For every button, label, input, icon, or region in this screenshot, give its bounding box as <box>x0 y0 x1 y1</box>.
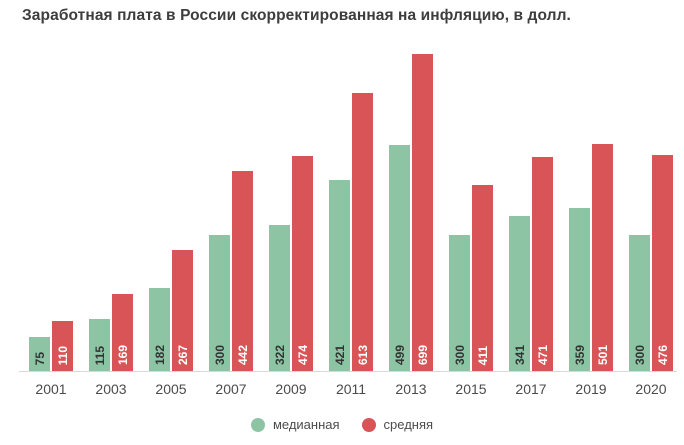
bar-group-2015: 300 411 2015 <box>449 185 493 397</box>
bar-value-label-median-2005: 182 <box>152 344 167 365</box>
bar-mean-2019[interactable]: 501 <box>592 144 613 371</box>
x-axis-label-2009: 2009 <box>275 381 307 397</box>
bar-value-label-median-2003: 115 <box>92 345 107 365</box>
x-axis-label-2017: 2017 <box>515 381 547 397</box>
bar-median-2020[interactable]: 300 <box>629 235 650 371</box>
bar-value-label-median-2019: 359 <box>572 344 587 365</box>
bar-median-2011[interactable]: 421 <box>329 180 350 371</box>
bar-value-label-median-2011: 421 <box>332 344 347 365</box>
bar-value-label-median-2009: 322 <box>272 344 287 365</box>
bar-mean-2011[interactable]: 613 <box>352 93 373 371</box>
bar-median-2017[interactable]: 341 <box>509 216 530 371</box>
bar-mean-2013[interactable]: 699 <box>412 54 433 371</box>
x-axis-label-2015: 2015 <box>455 381 487 397</box>
x-axis-baseline <box>19 371 677 372</box>
bar-group-2005: 182 267 2005 <box>149 250 193 397</box>
bar-median-2015[interactable]: 300 <box>449 235 470 371</box>
bar-value-label-median-2007: 300 <box>212 344 227 365</box>
x-axis-label-2013: 2013 <box>395 381 427 397</box>
plot-area: 75 110 2001 115 169 2003 182 267 2005 300 442 2007 3… <box>19 54 677 397</box>
bar-value-label-mean-2013: 699 <box>415 344 430 365</box>
bar-group-2009: 322 474 2009 <box>269 156 313 397</box>
bar-value-label-mean-2003: 169 <box>115 344 130 365</box>
bar-group-2020: 300 476 2020 <box>629 155 673 397</box>
bar-value-label-mean-2011: 613 <box>355 344 370 365</box>
x-axis-label-2001: 2001 <box>35 381 67 397</box>
bar-mean-2007[interactable]: 442 <box>232 171 253 371</box>
bar-median-2009[interactable]: 322 <box>269 225 290 371</box>
legend-label-mean: средняя <box>383 417 434 432</box>
x-axis-label-2011: 2011 <box>335 381 367 397</box>
legend-dot-median <box>250 417 265 432</box>
bar-value-label-mean-2009: 474 <box>295 344 310 365</box>
bar-group-2003: 115 169 2003 <box>89 294 133 397</box>
legend-item-median[interactable]: медианная <box>250 417 340 432</box>
bar-mean-2017[interactable]: 471 <box>532 157 553 371</box>
bar-value-label-median-2017: 341 <box>512 344 527 365</box>
x-axis-label-2005: 2005 <box>155 381 187 397</box>
bar-value-label-mean-2001: 110 <box>55 345 70 365</box>
chart-title: Заработная плата в России скорректирован… <box>22 7 571 24</box>
bar-mean-2020[interactable]: 476 <box>652 155 673 371</box>
bar-median-2005[interactable]: 182 <box>149 288 170 371</box>
bar-mean-2005[interactable]: 267 <box>172 250 193 371</box>
bar-group-2001: 75 110 2001 <box>29 321 73 397</box>
bar-group-2013: 499 699 2013 <box>389 54 433 397</box>
bar-mean-2001[interactable]: 110 <box>52 321 73 371</box>
bar-group-2007: 300 442 2007 <box>209 171 253 397</box>
bar-group-2019: 359 501 2019 <box>569 144 613 397</box>
legend-item-mean[interactable]: средняя <box>361 417 434 432</box>
bar-value-label-mean-2017: 471 <box>535 344 550 365</box>
bar-mean-2009[interactable]: 474 <box>292 156 313 371</box>
bar-value-label-mean-2015: 411 <box>475 345 490 365</box>
x-axis-label-2003: 2003 <box>95 381 127 397</box>
bar-median-2013[interactable]: 499 <box>389 145 410 371</box>
x-axis-label-2007: 2007 <box>215 381 247 397</box>
bar-median-2003[interactable]: 115 <box>89 319 110 371</box>
bar-value-label-median-2020: 300 <box>632 344 647 365</box>
bar-value-label-mean-2005: 267 <box>175 344 190 365</box>
bar-value-label-median-2015: 300 <box>452 344 467 365</box>
bar-group-2011: 421 613 2011 <box>329 93 373 397</box>
legend: медианная средняя <box>0 417 684 432</box>
bar-value-label-mean-2020: 476 <box>655 344 670 365</box>
bar-value-label-median-2001: 75 <box>32 351 47 365</box>
bar-value-label-median-2013: 499 <box>392 344 407 365</box>
bar-median-2019[interactable]: 359 <box>569 208 590 371</box>
legend-dot-mean <box>361 417 376 432</box>
legend-label-median: медианная <box>272 417 340 432</box>
bar-group-2017: 341 471 2017 <box>509 157 553 397</box>
bar-median-2007[interactable]: 300 <box>209 235 230 371</box>
x-axis-label-2019: 2019 <box>575 381 607 397</box>
bar-mean-2015[interactable]: 411 <box>472 185 493 371</box>
bar-value-label-mean-2019: 501 <box>595 344 610 365</box>
bar-mean-2003[interactable]: 169 <box>112 294 133 371</box>
bar-value-label-mean-2007: 442 <box>235 344 250 365</box>
bar-median-2001[interactable]: 75 <box>29 337 50 371</box>
x-axis-label-2020: 2020 <box>635 381 667 397</box>
